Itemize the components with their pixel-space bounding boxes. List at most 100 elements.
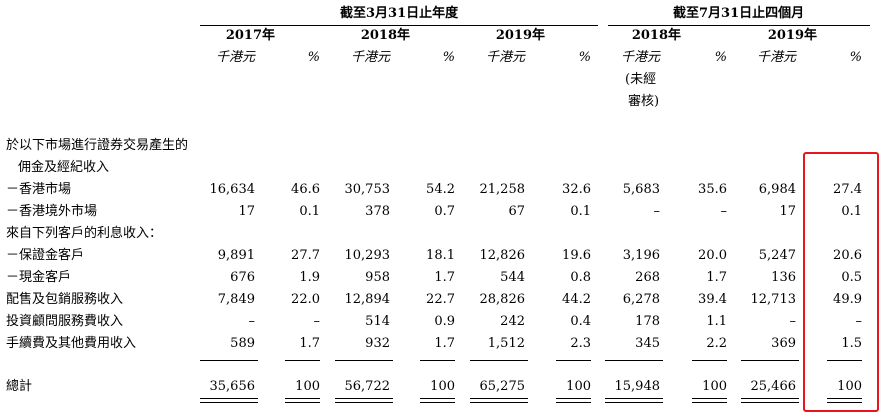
row-label: 於以下市場進行證券交易產生的 xyxy=(6,138,189,153)
table-cell: 1.5 xyxy=(841,336,862,351)
table-cell: 0.1 xyxy=(841,204,862,219)
double-rule-line xyxy=(285,398,320,399)
row-label: －保證金客戶 xyxy=(6,248,85,263)
subtotal-rule xyxy=(741,360,799,361)
table-cell: – xyxy=(789,314,797,329)
table-cell: 22.0 xyxy=(291,292,320,307)
table-cell: 1.7 xyxy=(434,270,455,285)
table-cell: 6,278 xyxy=(622,292,660,307)
table-cell: 27.7 xyxy=(291,248,320,263)
table-cell: 46.6 xyxy=(291,182,320,197)
unit-header: 千港元 xyxy=(756,50,796,65)
table-cell: 544 xyxy=(500,270,525,285)
double-rule-line xyxy=(200,398,258,399)
subtotal-rule xyxy=(200,360,258,361)
unit-header: 千港元 xyxy=(350,50,390,65)
subtotal-rule xyxy=(285,360,320,361)
table-cell: 17 xyxy=(779,204,796,219)
table-cell: 22.7 xyxy=(426,292,455,307)
table-cell: 44.2 xyxy=(562,292,591,307)
total-cell: 25,466 xyxy=(750,379,797,394)
double-rule-line xyxy=(741,398,799,399)
total-label: 總計 xyxy=(6,379,33,394)
table-cell: 1.9 xyxy=(299,270,320,285)
table-cell: 18.1 xyxy=(426,248,455,263)
table-cell: 20.0 xyxy=(698,248,727,263)
table-cell: 0.5 xyxy=(841,270,862,285)
double-rule-line xyxy=(605,398,663,399)
table-cell: 67 xyxy=(508,204,525,219)
table-cell: 0.9 xyxy=(434,314,455,329)
double-rule-line xyxy=(827,402,862,403)
double-rule-line xyxy=(692,398,727,399)
table-cell: – xyxy=(653,204,661,219)
header-group-annual: 截至3月31日止年度 xyxy=(340,6,459,21)
year-2018: 2018年 xyxy=(360,28,410,43)
double-rule-line xyxy=(741,402,799,403)
double-rule-line xyxy=(285,402,320,403)
table-cell: 21,258 xyxy=(479,182,526,197)
table-cell: 136 xyxy=(771,270,796,285)
table-cell: 932 xyxy=(365,336,390,351)
pct-header: % xyxy=(442,50,455,65)
double-rule-line xyxy=(335,402,393,403)
group-annual-rule xyxy=(200,25,598,26)
table-cell: 32.6 xyxy=(562,182,591,197)
double-rule-line xyxy=(605,402,663,403)
table-cell: 16,634 xyxy=(209,182,256,197)
pct-header: % xyxy=(307,50,320,65)
total-cell: 15,948 xyxy=(614,379,661,394)
group-four-months-rule xyxy=(608,25,870,26)
table-cell: – xyxy=(720,204,728,219)
table-cell: 178 xyxy=(635,314,660,329)
double-rule-line xyxy=(692,402,727,403)
table-cell: – xyxy=(855,314,863,329)
table-cell: 17 xyxy=(238,204,255,219)
table-cell: 345 xyxy=(635,336,660,351)
total-cell: 100 xyxy=(702,379,727,394)
table-cell: 369 xyxy=(771,336,796,351)
double-rule-line xyxy=(827,398,862,399)
table-cell: 49.9 xyxy=(833,292,862,307)
table-cell: 9,891 xyxy=(217,248,255,263)
year-2019-period: 2019年 xyxy=(767,28,817,43)
header-group-four-months: 截至7月31日止四個月 xyxy=(673,6,805,21)
year-2017: 2017年 xyxy=(225,28,275,43)
pct-header: % xyxy=(714,50,727,65)
table-cell: 3,196 xyxy=(622,248,660,263)
table-cell: 676 xyxy=(230,270,255,285)
row-label: 配售及包銷服務收入 xyxy=(6,292,124,307)
table-cell: 7,849 xyxy=(217,292,255,307)
total-cell: 65,275 xyxy=(479,379,526,394)
subtotal-rule xyxy=(556,360,591,361)
table-cell: 1.1 xyxy=(706,314,727,329)
year-2019: 2019年 xyxy=(495,28,545,43)
table-cell: – xyxy=(248,314,256,329)
table-cell: 35.6 xyxy=(698,182,727,197)
subtotal-rule xyxy=(470,360,528,361)
table-cell: 2.3 xyxy=(570,336,591,351)
total-cell: 100 xyxy=(295,379,320,394)
table-cell: 268 xyxy=(635,270,660,285)
row-label: －香港境外市場 xyxy=(6,204,98,219)
subtotal-rule xyxy=(692,360,727,361)
subtotal-rule xyxy=(605,360,663,361)
table-cell: 1.7 xyxy=(706,270,727,285)
table-cell: 0.7 xyxy=(434,204,455,219)
table-cell: 589 xyxy=(230,336,255,351)
table-cell: 19.6 xyxy=(562,248,591,263)
subtotal-rule xyxy=(420,360,455,361)
subtotal-rule xyxy=(827,360,862,361)
table-cell: 242 xyxy=(500,314,525,329)
pct-header: % xyxy=(578,50,591,65)
unit-header: 千港元 xyxy=(620,50,660,65)
row-label: 來自下列客戶的利息收入： xyxy=(6,226,163,241)
table-cell: 39.4 xyxy=(698,292,727,307)
table-cell: 54.2 xyxy=(426,182,455,197)
table-cell: 20.6 xyxy=(833,248,862,263)
unit-header: 千港元 xyxy=(215,50,255,65)
table-cell: 958 xyxy=(365,270,390,285)
double-rule-line xyxy=(200,402,258,403)
table-cell: 0.1 xyxy=(570,204,591,219)
table-cell: 12,713 xyxy=(750,292,797,307)
